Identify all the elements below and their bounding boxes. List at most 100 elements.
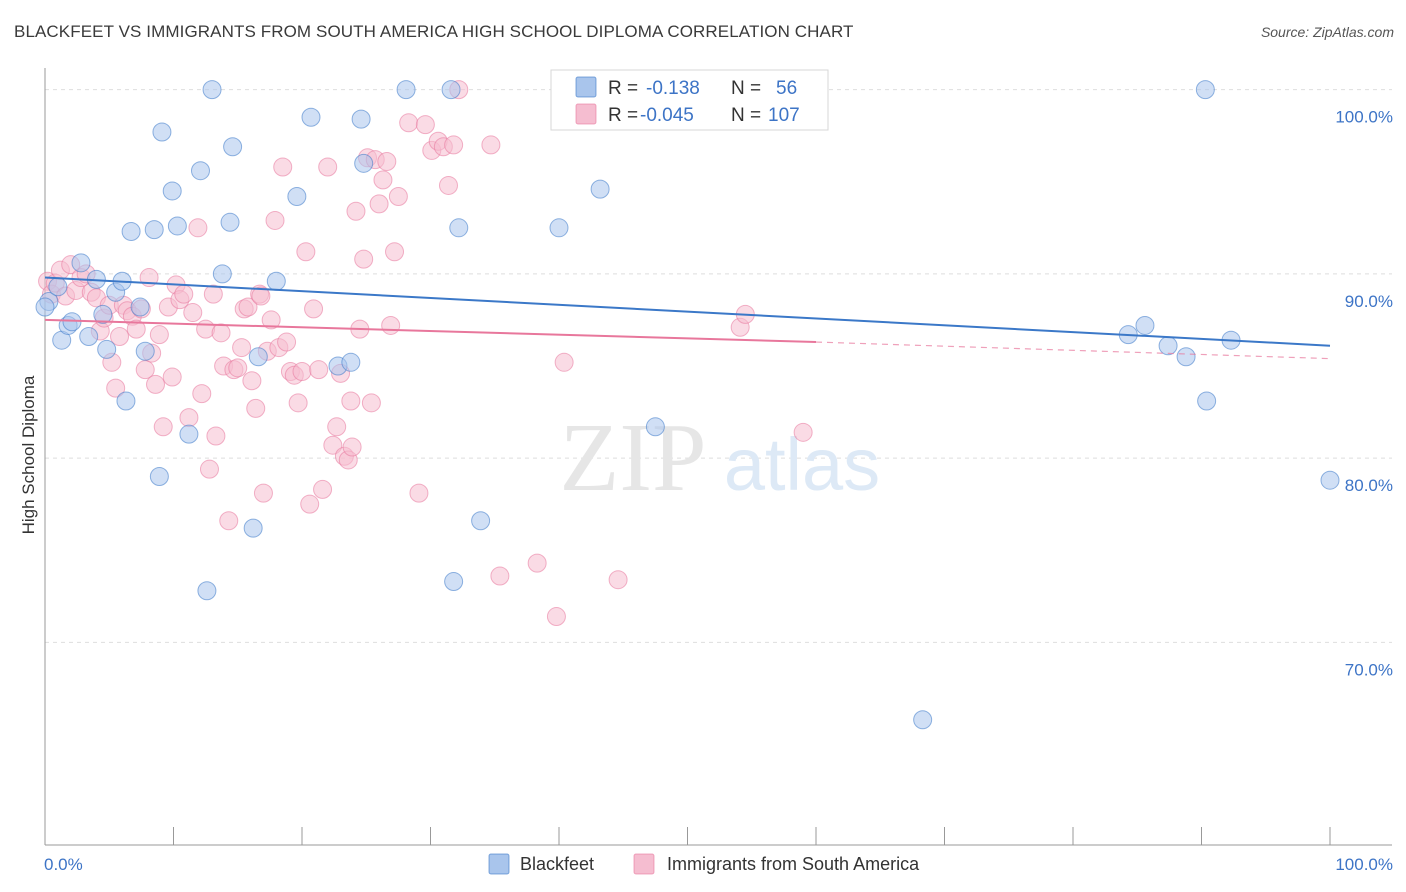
immigrants-point xyxy=(415,115,435,135)
blackfeet-point xyxy=(1195,80,1215,100)
trend-lines xyxy=(44,276,1331,360)
immigrants-point xyxy=(361,393,381,413)
blackfeet-point xyxy=(645,417,665,437)
immigrants-point xyxy=(288,393,308,413)
legend-swatch-blue xyxy=(575,76,597,98)
watermark-zip: ZIP xyxy=(560,404,707,512)
blackfeet-point xyxy=(152,122,172,142)
immigrants-point xyxy=(373,170,393,190)
legend-bottom-immigrants: Immigrants from South America xyxy=(667,854,920,874)
immigrants-point xyxy=(265,210,285,230)
blackfeet-point xyxy=(162,181,182,201)
y-tick-label: 100.0% xyxy=(1335,108,1393,127)
blackfeet-point xyxy=(116,391,136,411)
y-axis-label: High School Diploma xyxy=(19,375,38,534)
immigrants-point xyxy=(490,566,510,586)
immigrants-point xyxy=(174,284,194,304)
immigrants-point xyxy=(296,242,316,262)
blackfeet-point xyxy=(79,327,99,347)
series-legend: Blackfeet Immigrants from South America xyxy=(488,853,920,875)
blackfeet-point xyxy=(135,341,155,361)
immigrants-point xyxy=(554,352,574,372)
blackfeet-point xyxy=(71,253,91,273)
immigrants-point xyxy=(261,310,281,330)
blackfeet-point xyxy=(287,186,307,206)
blackfeet-point xyxy=(301,107,321,127)
blackfeet-point xyxy=(354,153,374,173)
immigrants-point xyxy=(369,194,389,214)
immigrants-point xyxy=(304,299,324,319)
legend-n-value-1: 56 xyxy=(776,78,797,99)
immigrants-point xyxy=(211,323,231,343)
blackfeet-point xyxy=(179,424,199,444)
immigrants-point xyxy=(126,319,146,339)
blackfeet-point xyxy=(48,277,68,297)
legend-r-label-1: R = xyxy=(608,78,638,99)
blackfeet-point xyxy=(590,179,610,199)
blackfeet-point xyxy=(197,581,217,601)
legend-swatch-pink xyxy=(575,103,597,125)
immigrants-point xyxy=(192,384,212,404)
blackfeet-point xyxy=(212,264,232,284)
blackfeet-point xyxy=(130,297,150,317)
y-tick-label: 80.0% xyxy=(1345,476,1393,495)
legend-bottom-blackfeet: Blackfeet xyxy=(520,854,594,874)
x-tick-label: 0.0% xyxy=(44,855,83,874)
tick-labels: 100.0% 90.0% 80.0% 70.0% 0.0% 100.0% xyxy=(44,108,1393,874)
blackfeet-point xyxy=(35,297,55,317)
legend-bottom-swatch-blue xyxy=(488,853,510,875)
immigrants-point xyxy=(206,426,226,446)
immigrants-point xyxy=(342,437,362,457)
immigrants-point xyxy=(327,417,347,437)
immigrants-trend-line xyxy=(44,318,817,344)
immigrants-point xyxy=(313,479,333,499)
immigrants-point xyxy=(793,422,813,442)
immigrants-point xyxy=(346,201,366,221)
blackfeet-point xyxy=(471,511,491,531)
blackfeet-point xyxy=(266,271,286,291)
immigrants-point xyxy=(309,360,329,380)
blackfeet-point xyxy=(144,220,164,240)
immigrants-point xyxy=(318,157,338,177)
axes xyxy=(44,68,1392,846)
immigrants-point xyxy=(385,242,405,262)
immigrants-point xyxy=(146,374,166,394)
blackfeet-point xyxy=(220,212,240,232)
immigrants-point xyxy=(354,249,374,269)
blackfeet-point xyxy=(121,221,141,241)
blackfeet-point xyxy=(1158,336,1178,356)
series-blackfeet-points xyxy=(35,80,1340,730)
immigrants-point xyxy=(199,459,219,479)
immigrants-point xyxy=(242,371,262,391)
immigrants-point xyxy=(444,135,464,155)
immigrants-point xyxy=(381,315,401,335)
source-label: Source: ZipAtlas.com xyxy=(1260,24,1394,40)
immigrants-point xyxy=(228,358,248,378)
blackfeet-point xyxy=(441,80,461,100)
chart-title: BLACKFEET VS IMMIGRANTS FROM SOUTH AMERI… xyxy=(14,22,854,41)
immigrants-point xyxy=(608,570,628,590)
blackfeet-point xyxy=(449,218,469,238)
immigrants-point xyxy=(153,417,173,437)
legend-n-label-1: N = xyxy=(731,78,761,99)
legend-n-value-2: 107 xyxy=(768,105,800,126)
blackfeet-point xyxy=(1135,315,1155,335)
immigrants-point xyxy=(232,338,252,358)
immigrants-point xyxy=(323,435,343,455)
immigrants-point xyxy=(183,303,203,323)
immigrants-point xyxy=(388,186,408,206)
blackfeet-point xyxy=(444,572,464,592)
blackfeet-point xyxy=(1176,347,1196,367)
immigrants-point xyxy=(377,151,397,171)
legend-n-label-2: N = xyxy=(731,105,761,126)
blackfeet-point xyxy=(190,161,210,181)
immigrants-point xyxy=(399,113,419,133)
immigrants-point xyxy=(438,175,458,195)
blackfeet-point xyxy=(93,304,113,324)
legend-bottom-swatch-pink xyxy=(633,853,655,875)
immigrants-point xyxy=(277,332,297,352)
immigrants-point xyxy=(409,483,429,503)
blackfeet-point xyxy=(913,710,933,730)
y-tick-label: 90.0% xyxy=(1345,292,1393,311)
immigrants-point xyxy=(251,286,271,306)
